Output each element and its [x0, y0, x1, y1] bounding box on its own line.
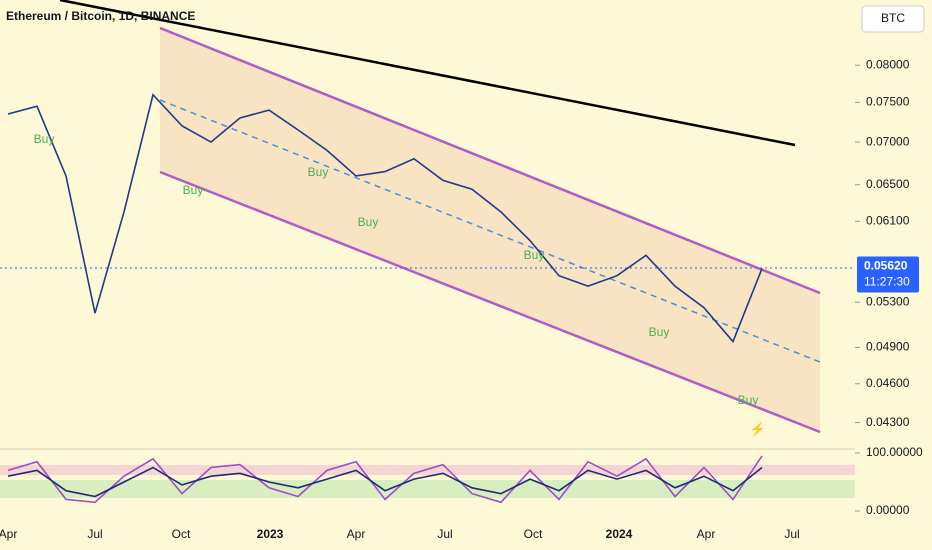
x-tick-label: Jul: [437, 527, 452, 541]
buy-label: Buy: [524, 248, 545, 262]
channel-fill: [160, 28, 820, 432]
osc-tick-label: 100.00000: [866, 445, 923, 459]
x-tick-label: Jul: [784, 527, 799, 541]
osc-mid-band: [0, 480, 855, 498]
channel-upper: [159, 26, 821, 295]
last-price-label: 0.05620: [864, 259, 908, 273]
buy-label: Buy: [738, 393, 759, 407]
buy-label: Buy: [358, 215, 379, 229]
buy-label: Buy: [308, 165, 329, 179]
y-tick-label: 0.07000: [866, 134, 910, 148]
last-price-box: [857, 256, 919, 293]
x-tick-label: 2024: [606, 527, 633, 541]
y-tick-label: 0.04600: [866, 376, 910, 390]
y-tick-label: 0.04300: [866, 415, 910, 429]
x-tick-label: Jul: [87, 527, 102, 541]
oscillator-line: [7, 455, 763, 504]
currency-button[interactable]: [861, 5, 925, 33]
countdown: 11:27:30: [864, 275, 910, 289]
x-tick-label: Apr: [697, 527, 716, 541]
trendline: [59, 0, 796, 147]
x-tick-label: Apr: [0, 527, 17, 541]
y-tick-label: 0.06100: [866, 213, 910, 227]
y-tick-label: 0.04900: [866, 340, 910, 354]
x-tick-label: Oct: [524, 527, 543, 541]
x-tick-label: Apr: [347, 527, 366, 541]
y-tick-label: 0.06500: [866, 177, 910, 191]
currency[interactable]: BTC: [881, 11, 905, 25]
y-tick-label: 0.07500: [866, 95, 910, 109]
channel-mid: [159, 99, 821, 363]
y-tick-label: 0.05300: [866, 294, 910, 308]
osc-tick-label: 0.00000: [866, 503, 910, 517]
x-tick-label: Oct: [172, 527, 191, 541]
buy-label: Buy: [649, 325, 670, 339]
buy-label: Buy: [34, 132, 55, 146]
x-tick-label: 2023: [257, 527, 284, 541]
symbol-title: Ethereum / Bitcoin, 1D, BINANCE: [6, 9, 195, 23]
oscillator-line: [7, 466, 763, 498]
buy-label: Buy: [183, 183, 204, 197]
channel-lower: [159, 170, 821, 434]
flash-icon[interactable]: ⚡: [750, 421, 766, 437]
y-tick-label: 0.08000: [866, 57, 910, 71]
price-line: [7, 93, 763, 344]
